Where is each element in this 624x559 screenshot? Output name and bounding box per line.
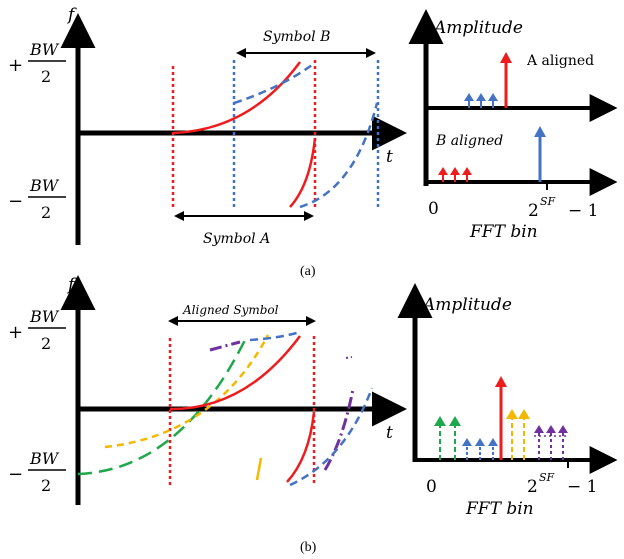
red-aligned-peak [495, 376, 507, 460]
blue-chirp-tail [249, 330, 301, 342]
svg-text:SF: SF [540, 195, 556, 208]
plus-bw-half-label: + BW 2 [8, 40, 66, 86]
svg-text:+: + [8, 55, 23, 76]
t-axis-label: t [386, 147, 393, 167]
tick-zero-label: 0 [428, 199, 439, 219]
amplitude-label: Amplitude [432, 18, 523, 38]
symbol-a-chirp-main [172, 61, 302, 135]
spectrum-a-blue-small-peaks [464, 93, 498, 108]
svg-text:BW: BW [29, 307, 60, 326]
svg-text:2: 2 [41, 67, 51, 86]
purple-chirp-dot [345, 356, 353, 359]
purple-peaks [534, 425, 568, 460]
tick-max-label: 2 SF − 1 [528, 195, 598, 221]
b-aligned-label: B aligned [435, 133, 503, 149]
symbol-b-chirp-main [299, 102, 379, 209]
spectrum-b-red-small-peaks [438, 167, 472, 182]
svg-text:− 1: − 1 [568, 201, 598, 221]
svg-text:BW: BW [29, 40, 60, 59]
f-axis-label: f [66, 5, 77, 25]
svg-text:2: 2 [41, 334, 51, 353]
symbol-b-label: Symbol B [263, 29, 330, 45]
blue-small-peaks [462, 438, 498, 460]
panel-b-chirp-diagram: f t + BW 2 − BW 2 Aligned Symbol [8, 275, 407, 505]
minus-bw-half-label: − BW 2 [8, 176, 66, 222]
svg-text:BW: BW [29, 449, 60, 468]
spectrum-b-peak-blue [534, 126, 546, 182]
t-axis-label: t [386, 423, 393, 443]
svg-text:2: 2 [41, 476, 51, 495]
yellow-chirp [104, 334, 270, 449]
svg-text:2: 2 [528, 201, 539, 221]
aligned-symbol-label: Aligned Symbol [182, 303, 279, 317]
panel-b-fft-spectrum: Amplitude [397, 283, 618, 519]
yellow-chirp-wrap [255, 457, 263, 481]
symbol-b-chirp-tail [233, 63, 313, 105]
fft-bin-label: FFT bin [469, 222, 538, 242]
green-peaks [434, 416, 461, 460]
svg-text:SF: SF [539, 471, 555, 484]
svg-text:+: + [8, 322, 23, 343]
green-chirp [77, 339, 247, 476]
tick-max-label: 2 SF − 1 [527, 471, 597, 497]
purple-chirp-head [209, 340, 241, 352]
panel-a-chirp-diagram: f t + BW 2 − BW 2 Symbol B Symbol A [8, 5, 407, 247]
svg-text:2: 2 [41, 203, 51, 222]
svg-text:BW: BW [29, 176, 60, 195]
svg-text:−: − [8, 191, 23, 212]
a-aligned-label: A aligned [526, 53, 594, 69]
f-axis-label: f [66, 275, 77, 295]
red-chirp-wrap [286, 411, 316, 483]
blue-chirp-main [289, 387, 374, 487]
minus-bw-half-label: − BW 2 [8, 449, 66, 495]
symbol-a-chirp-wrap [289, 137, 317, 208]
spectrum-a-peak-red [500, 52, 512, 108]
amplitude-label: Amplitude [421, 295, 512, 315]
tick-zero-label: 0 [426, 477, 437, 497]
svg-text:2: 2 [527, 477, 538, 497]
fft-bin-label: FFT bin [465, 499, 534, 519]
caption-b: (b) [300, 540, 317, 555]
plus-bw-half-label: + BW 2 [8, 307, 66, 353]
panel-a-fft-spectra: Amplitude A aligned B aligned [408, 9, 618, 242]
svg-text:−: − [8, 464, 23, 485]
svg-text:− 1: − 1 [567, 477, 597, 497]
caption-a: (a) [300, 264, 316, 279]
red-chirp-main [169, 335, 302, 411]
yellow-peaks [506, 409, 530, 460]
purple-chirp-main [323, 388, 355, 471]
symbol-a-label: Symbol A [203, 231, 270, 247]
